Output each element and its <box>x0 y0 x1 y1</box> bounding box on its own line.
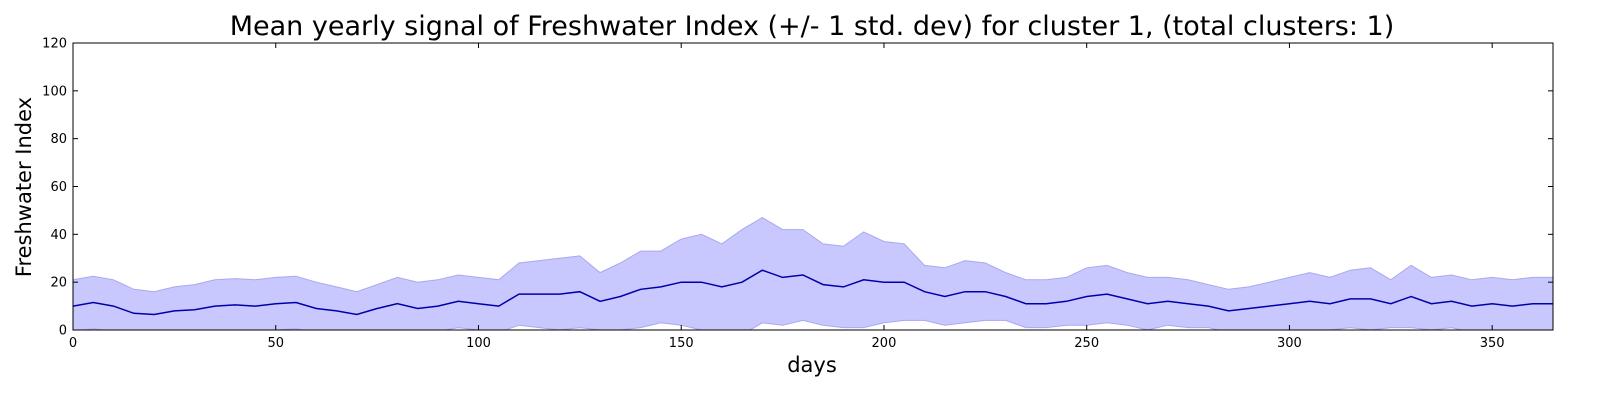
x-tick-label: 50 <box>267 336 284 351</box>
x-tick-label: 300 <box>1277 336 1302 351</box>
x-tick-label: 200 <box>872 336 897 351</box>
x-tick-label: 100 <box>466 336 491 351</box>
y-tick-label: 40 <box>50 228 67 243</box>
y-tick-label: 80 <box>50 132 67 147</box>
chart-title: Mean yearly signal of Freshwater Index (… <box>230 11 1395 42</box>
y-tick-label: 60 <box>50 180 67 195</box>
y-axis: 0 20 40 60 80 100 120 <box>42 37 1553 339</box>
y-tick-label: 120 <box>42 37 67 52</box>
y-tick-label: 0 <box>59 324 67 339</box>
std-dev-band <box>73 217 1553 330</box>
x-tick-label: 250 <box>1074 336 1099 351</box>
x-tick-label: 350 <box>1480 336 1505 351</box>
y-tick-label: 20 <box>50 276 67 291</box>
y-tick-label: 100 <box>42 84 67 99</box>
x-axis: 0 50 100 150 200 250 300 350 <box>69 43 1505 351</box>
mean-line <box>73 269 1553 316</box>
x-axis-label: days <box>787 353 837 377</box>
plot-area <box>73 217 1553 330</box>
y-axis-label: Freshwater Index <box>12 97 36 277</box>
x-tick-label: 0 <box>69 336 77 351</box>
x-tick-label: 150 <box>669 336 694 351</box>
